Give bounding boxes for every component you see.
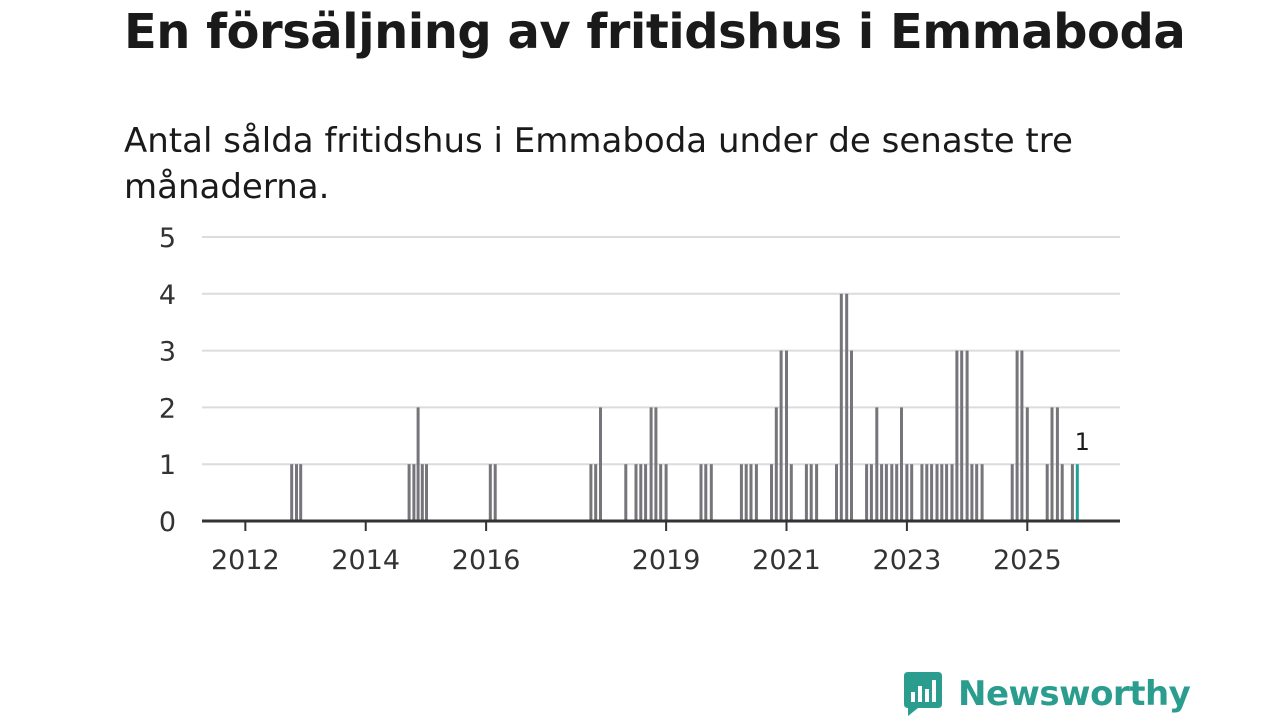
y-tick-label-3: 3 [159,337,176,368]
bar-53 [935,464,939,521]
bar-20 [664,464,668,521]
bar-43 [880,464,884,521]
bar-60 [970,464,974,521]
y-tick-label-0: 0 [159,507,176,538]
bar-7 [425,464,428,521]
bar-64 [1015,350,1019,521]
bar-39 [850,350,853,521]
bar-47 [900,407,903,521]
bar-23 [709,464,713,521]
bar-58 [960,350,964,521]
bar-31 [785,350,788,521]
bar-26 [749,464,753,521]
bar-30 [779,350,783,521]
bar-48 [905,464,909,521]
bar-18 [654,407,658,521]
bar-40 [865,464,869,521]
bar-6 [420,464,424,521]
x-tick-label-2021: 2021 [752,545,821,576]
bar-50 [920,464,924,521]
bar-4 [412,464,416,521]
bar-45 [890,464,894,521]
y-tick-label-5: 5 [159,223,176,254]
bar-14 [634,464,638,521]
bar-55 [945,464,949,521]
bar-3 [407,464,411,521]
y-tick-label-1: 1 [159,450,176,481]
bar-59 [965,350,969,521]
bar-2 [299,464,303,521]
x-tick-label-2012: 2012 [211,545,280,576]
bar-49 [910,464,914,521]
newsworthy-wordmark: Newsworthy [958,674,1191,714]
bar-44 [884,464,888,521]
bar-68 [1050,407,1054,521]
data-label-latest: 1 [1075,428,1090,456]
bar-37 [839,293,843,521]
bar-17 [649,407,653,521]
bar-56 [950,464,954,521]
bar-27 [754,464,758,521]
bar-36 [835,464,838,521]
bar-28 [770,464,773,521]
bar-1 [295,464,298,521]
newsworthy-logo: Newsworthy [902,670,1191,718]
bar-67 [1045,464,1049,521]
x-tick-label-2019: 2019 [632,545,701,576]
chart-subtitle: Antal sålda fritidshus i Emmaboda under … [124,121,1073,207]
x-tick-label-2023: 2023 [873,545,942,576]
bar-22 [704,464,708,521]
bar-latest [1075,464,1079,521]
bar-62 [980,464,984,521]
chart-title: En försäljning av fritidshus i Emmaboda [124,4,1186,60]
bar-69 [1055,407,1059,521]
bar-38 [845,293,849,521]
bar-71 [1070,464,1074,521]
bar-33 [804,464,808,521]
bar-35 [815,464,819,521]
bar-21 [699,464,703,521]
bar-52 [930,464,934,521]
bar-34 [809,464,813,521]
bar-70 [1060,464,1064,521]
bar-32 [789,464,793,521]
bar-13 [624,464,628,521]
bar-54 [940,464,944,521]
bar-46 [895,464,899,521]
bar-24 [739,464,743,521]
bar-25 [744,464,748,521]
bar-66 [1025,407,1029,521]
bar-9 [493,464,497,521]
bar-11 [594,464,598,521]
bar-15 [639,464,643,521]
bar-61 [975,464,979,521]
bar-29 [774,407,778,521]
bar-chart: 0 1 2 3 4 5 2012 2014 2016 2019 2021 2023 2025 1 [159,223,1120,576]
bar-63 [1010,464,1014,521]
newsworthy-icon [904,672,942,716]
x-tick-label-2016: 2016 [452,545,521,576]
bar-19 [659,464,663,521]
bar-51 [925,464,929,521]
bar-65 [1020,350,1024,521]
bar-8 [488,464,492,521]
bar-41 [869,464,873,521]
bar-5 [416,407,420,521]
bar-57 [955,350,959,521]
bar-16 [644,464,648,521]
bar-10 [589,464,593,521]
y-tick-label-2: 2 [159,393,176,424]
x-tick-label-2025: 2025 [993,545,1062,576]
bar-42 [875,407,879,521]
x-tick-label-2014: 2014 [331,545,400,576]
y-tick-label-4: 4 [159,280,176,311]
bar-12 [599,407,602,521]
bar-0 [290,464,294,521]
